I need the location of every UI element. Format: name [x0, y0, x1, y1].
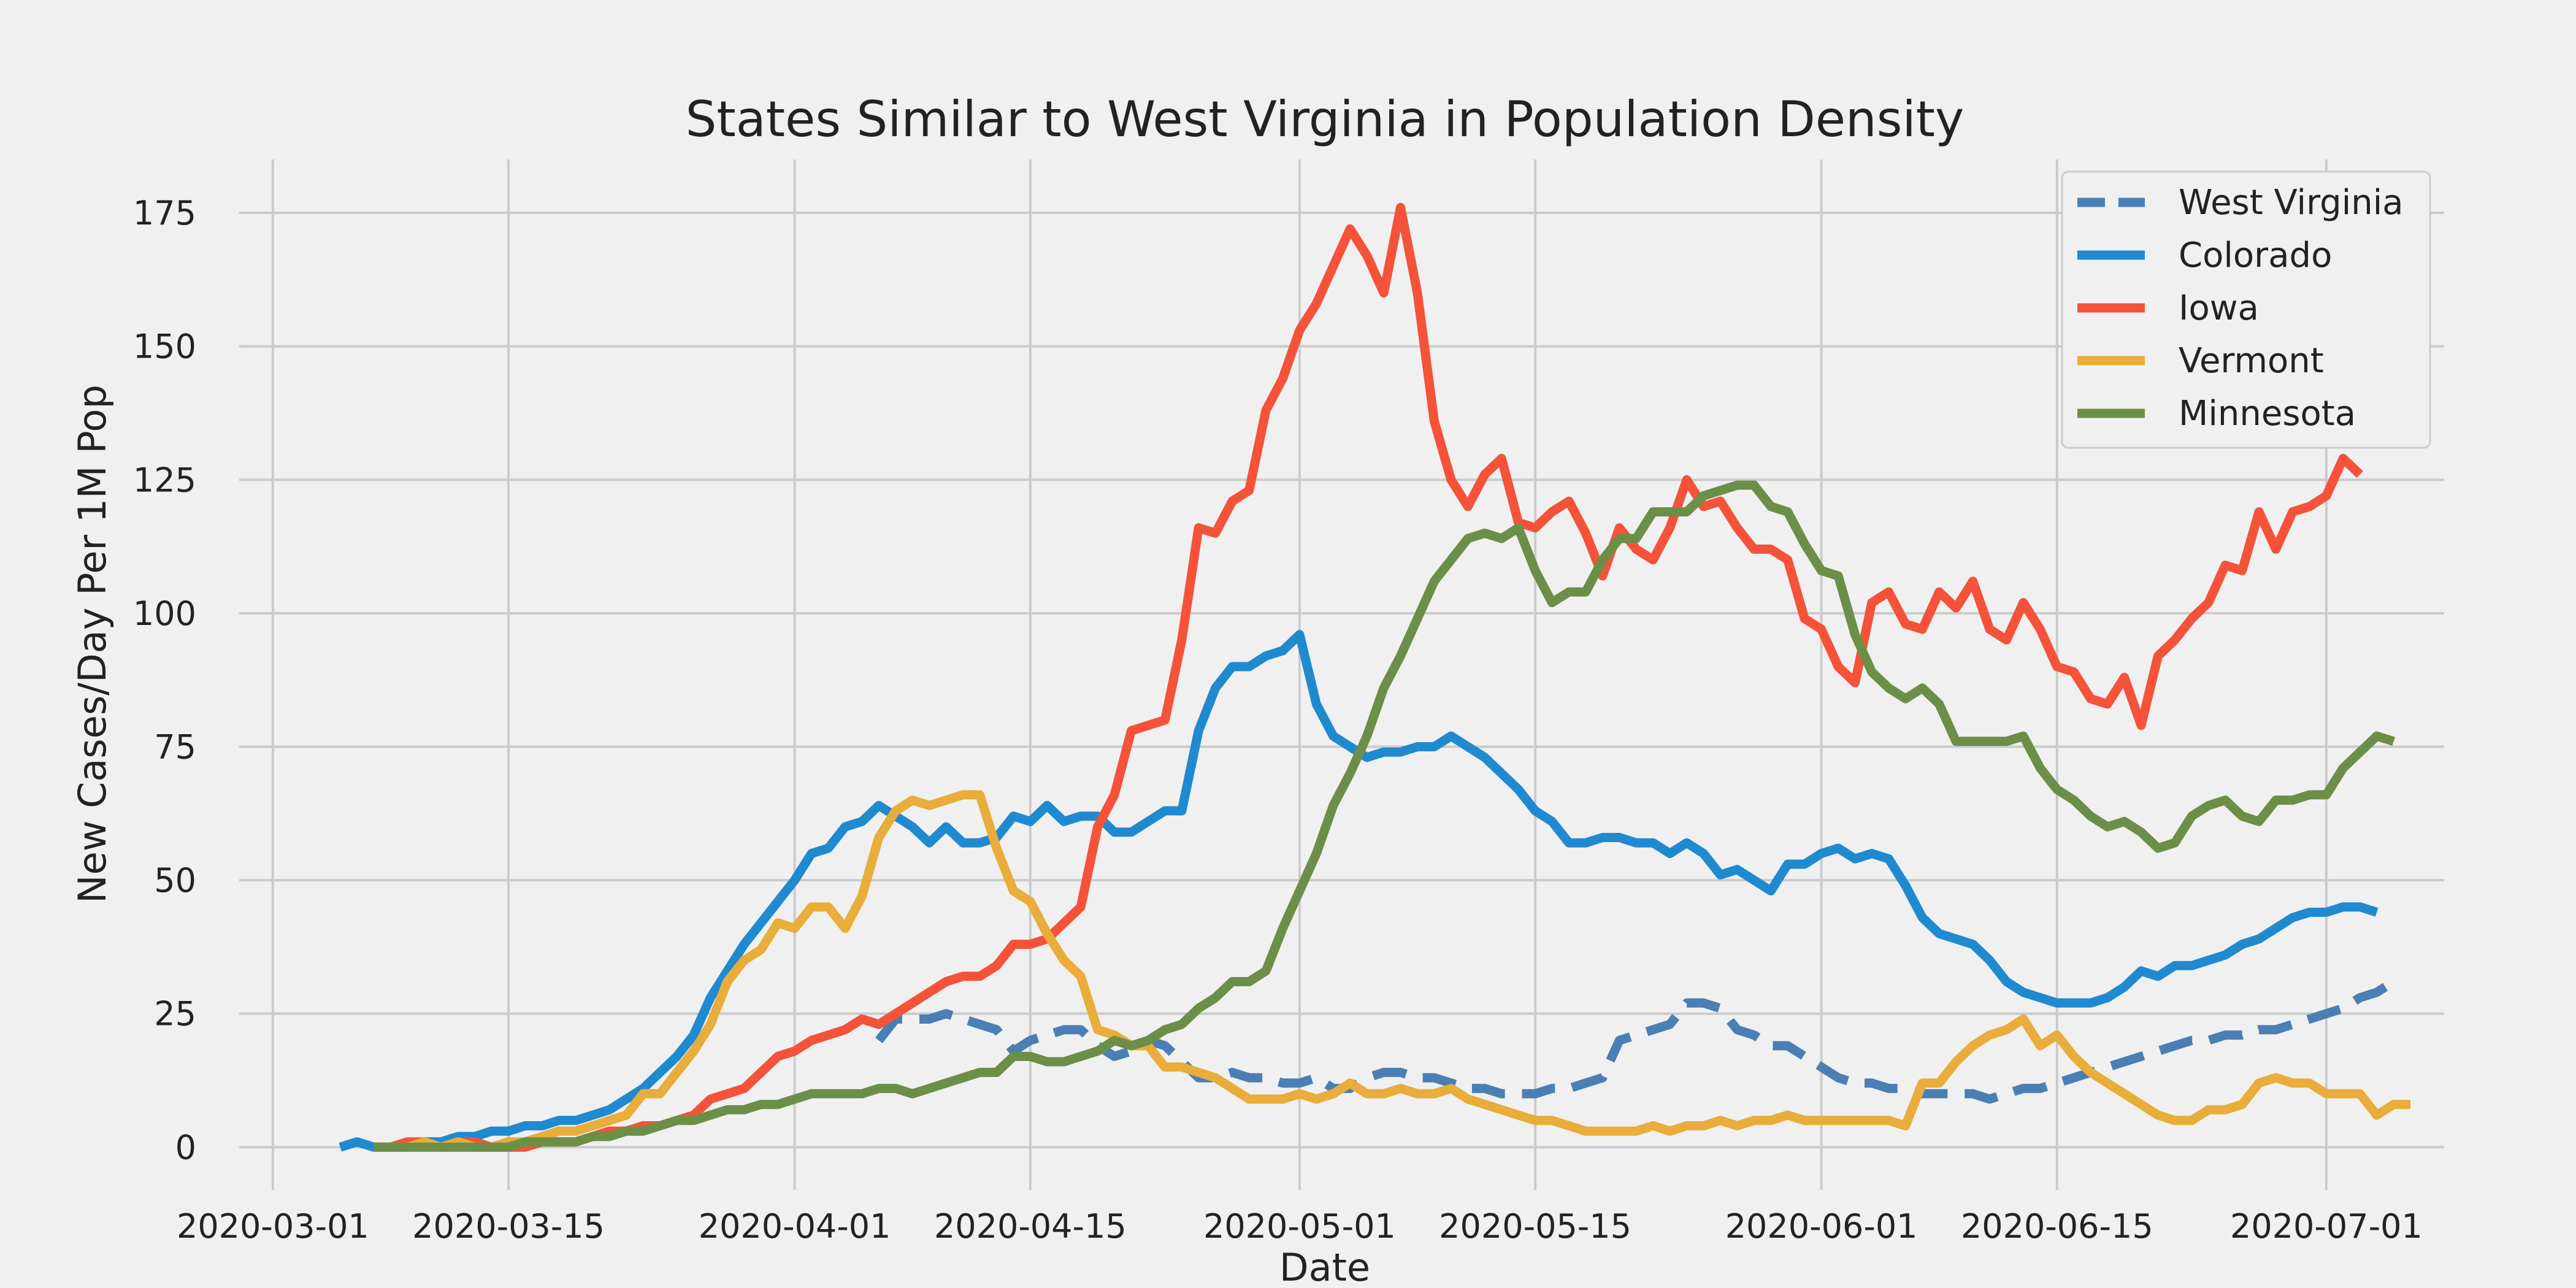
y-tick-labels: 0 25 50 75 100 125 150 175: [133, 194, 196, 1167]
x-tick-label: 2020-03-15: [412, 1207, 605, 1246]
y-tick-label: 50: [154, 861, 196, 900]
x-tick-label: 2020-04-01: [699, 1207, 891, 1246]
y-tick-label: 150: [133, 328, 196, 366]
x-tick-labels: 2020-03-01 2020-03-15 2020-04-01 2020-04-15…: [177, 1207, 2423, 1246]
grid-lines: [239, 159, 2444, 1190]
legend: West Virginia Colorado Iowa Vermont Minnesot…: [2061, 171, 2431, 449]
y-tick-label: 75: [154, 728, 196, 767]
y-tick-label: 0: [175, 1128, 196, 1167]
x-tick-label: 2020-05-15: [1439, 1207, 1631, 1246]
legend-box: [2061, 171, 2431, 449]
y-tick-label: 100: [133, 594, 196, 633]
x-tick-label: 2020-03-01: [177, 1207, 369, 1246]
y-axis-label: New Cases/Day Per 1M Pop: [70, 385, 115, 903]
x-tick-label: 2020-06-01: [1725, 1207, 1918, 1246]
legend-label: Iowa: [2179, 288, 2259, 328]
x-tick-label: 2020-07-01: [2230, 1207, 2423, 1246]
legend-label: Colorado: [2179, 236, 2332, 275]
y-tick-label: 25: [154, 995, 196, 1033]
series-line-minnesota: [374, 480, 2395, 1152]
x-axis-label: Date: [1279, 1245, 1370, 1288]
y-tick-label: 175: [133, 194, 196, 232]
y-tick-label: 125: [133, 461, 196, 499]
chart-title: States Similar to West Virginia in Popul…: [686, 91, 1965, 148]
x-tick-label: 2020-06-15: [1961, 1207, 2153, 1246]
x-tick-label: 2020-05-01: [1203, 1207, 1396, 1246]
series-line-iowa: [374, 202, 2363, 1152]
legend-label: West Virginia: [2179, 183, 2404, 223]
series-lines: [339, 202, 2411, 1152]
series-line-colorado: [339, 630, 2379, 1152]
legend-label: Vermont: [2179, 341, 2324, 381]
x-tick-label: 2020-04-15: [934, 1207, 1127, 1246]
series-line-vermont: [374, 790, 2411, 1152]
series-line-west-virginia: [875, 978, 2396, 1104]
legend-label: Minnesota: [2179, 394, 2356, 434]
